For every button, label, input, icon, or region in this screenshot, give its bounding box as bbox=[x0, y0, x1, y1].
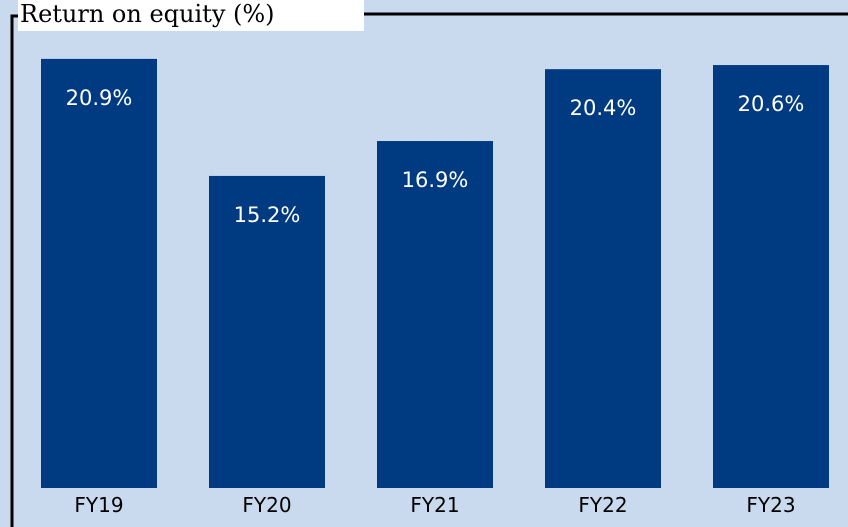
value-label: 20.9% bbox=[66, 86, 133, 110]
value-label: 20.4% bbox=[570, 96, 637, 120]
bar bbox=[545, 69, 661, 488]
bar bbox=[713, 65, 829, 488]
value-label: 15.2% bbox=[234, 203, 301, 227]
value-label: 20.6% bbox=[738, 92, 805, 116]
title-background bbox=[18, 0, 364, 31]
value-label: 16.9% bbox=[402, 168, 469, 192]
bar bbox=[209, 175, 325, 488]
x-tick-label: FY22 bbox=[578, 493, 627, 517]
x-tick-label: FY21 bbox=[410, 493, 459, 517]
x-tick-label: FY23 bbox=[746, 493, 795, 517]
x-tick-label: FY19 bbox=[74, 493, 123, 517]
bar bbox=[377, 141, 493, 488]
bar bbox=[41, 58, 157, 489]
chart-title: Return on equity (%) bbox=[20, 0, 275, 28]
x-tick-label: FY20 bbox=[242, 493, 291, 517]
